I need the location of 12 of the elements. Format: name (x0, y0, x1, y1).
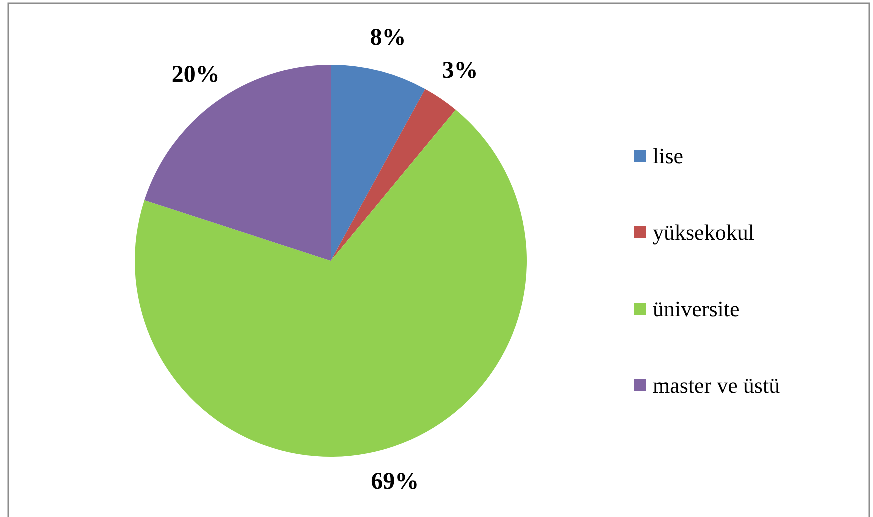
data-label: 69% (371, 468, 420, 495)
legend-label: üniversite (653, 296, 740, 322)
legend-label: lise (653, 144, 684, 168)
legend-label: yüksekokul (653, 220, 754, 245)
data-label: 3% (442, 58, 478, 84)
pie-slice (135, 110, 527, 457)
data-label: 8% (370, 25, 406, 52)
pie-slice (331, 89, 456, 261)
pie-slice (331, 65, 426, 261)
data-label: 20% (172, 62, 220, 88)
pie-slice (144, 65, 331, 261)
legend-label: master ve üstü (653, 373, 780, 398)
